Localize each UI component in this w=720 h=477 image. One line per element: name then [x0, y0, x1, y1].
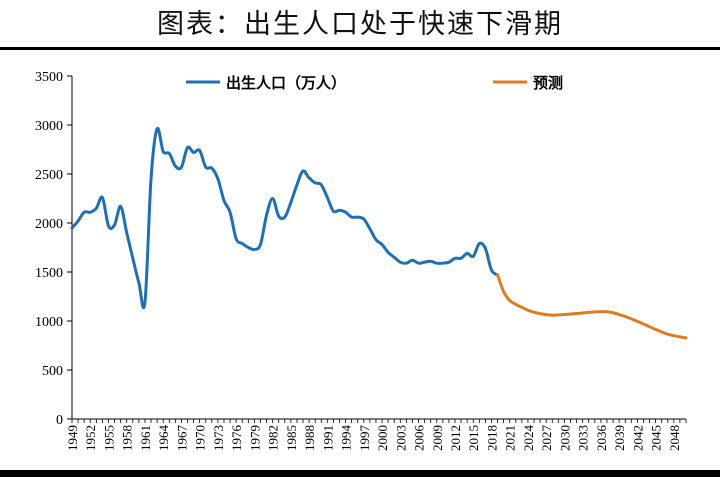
x-tick-label: 2030: [557, 425, 572, 451]
x-tick-label: 2048: [667, 425, 682, 451]
y-tick-label: 3000: [35, 119, 63, 134]
y-tick-label: 1000: [35, 315, 63, 330]
legend-label: 出生人口（万人）: [226, 74, 346, 92]
x-tick-label: 1961: [138, 425, 153, 451]
x-tick-label: 2042: [630, 425, 645, 451]
x-tick-label: 1964: [156, 425, 171, 452]
x-tick-label: 2027: [539, 425, 554, 452]
x-tick-label: 1973: [211, 425, 226, 451]
x-tick-label: 1985: [284, 425, 299, 451]
x-tick-label: 1976: [229, 425, 244, 452]
x-tick-label: 1958: [120, 425, 135, 451]
series-layer: [70, 126, 688, 340]
x-tick-label: 2021: [503, 425, 518, 451]
y-tick-label: 1500: [35, 266, 63, 281]
x-tick-label: 2024: [521, 425, 536, 452]
x-tick-label: 1967: [174, 425, 189, 452]
x-tick-label: 1997: [357, 425, 372, 452]
legend-label: 预测: [533, 74, 563, 92]
x-tick-label: 1949: [65, 425, 80, 451]
y-axis: 0 500 1000 1500 2000 2500 3000 3500: [35, 70, 73, 428]
x-tick-label: 2033: [576, 425, 591, 451]
y-tick-label: 0: [56, 413, 63, 428]
chart-title: 图表：出生人口处于快速下滑期: [157, 9, 563, 40]
x-tick-label: 1991: [320, 425, 335, 451]
title-rule: [0, 47, 720, 50]
y-tick-label: 2500: [35, 168, 63, 183]
bottom-rule: [0, 470, 720, 477]
x-tick-label: 2039: [612, 425, 627, 451]
x-tick-label: 2036: [594, 425, 609, 452]
x-tick-label: 1994: [339, 425, 354, 452]
x-tick-label: 2000: [375, 425, 390, 451]
y-tick-label: 500: [42, 364, 63, 379]
x-tick-label: 1982: [266, 425, 281, 451]
legend: 出生人口（万人） 预测: [186, 74, 563, 92]
y-tick-label: 3500: [35, 70, 63, 85]
series-line-births: [70, 126, 500, 310]
x-tick-label: 2009: [430, 425, 445, 451]
x-tick-label: 2045: [649, 425, 664, 451]
x-tick-label: 1979: [247, 425, 262, 451]
x-tick-label: 2018: [484, 425, 499, 451]
x-tick-label: 2003: [393, 425, 408, 451]
x-tick-label: 1955: [101, 425, 116, 451]
x-tick-label: 2015: [466, 425, 481, 451]
x-tick-label: 2006: [412, 425, 427, 452]
x-tick-label: 1970: [193, 425, 208, 451]
x-tick-label: 1988: [302, 425, 317, 451]
x-tick-label: 1952: [83, 425, 98, 451]
x-tick-label: 2012: [448, 425, 463, 451]
y-tick-label: 2000: [35, 217, 63, 232]
x-axis: 1949 1952 1955 1958 1961 1964 1967 1970 1973 1976…: [65, 418, 687, 452]
series-line-forecast: [496, 273, 688, 340]
